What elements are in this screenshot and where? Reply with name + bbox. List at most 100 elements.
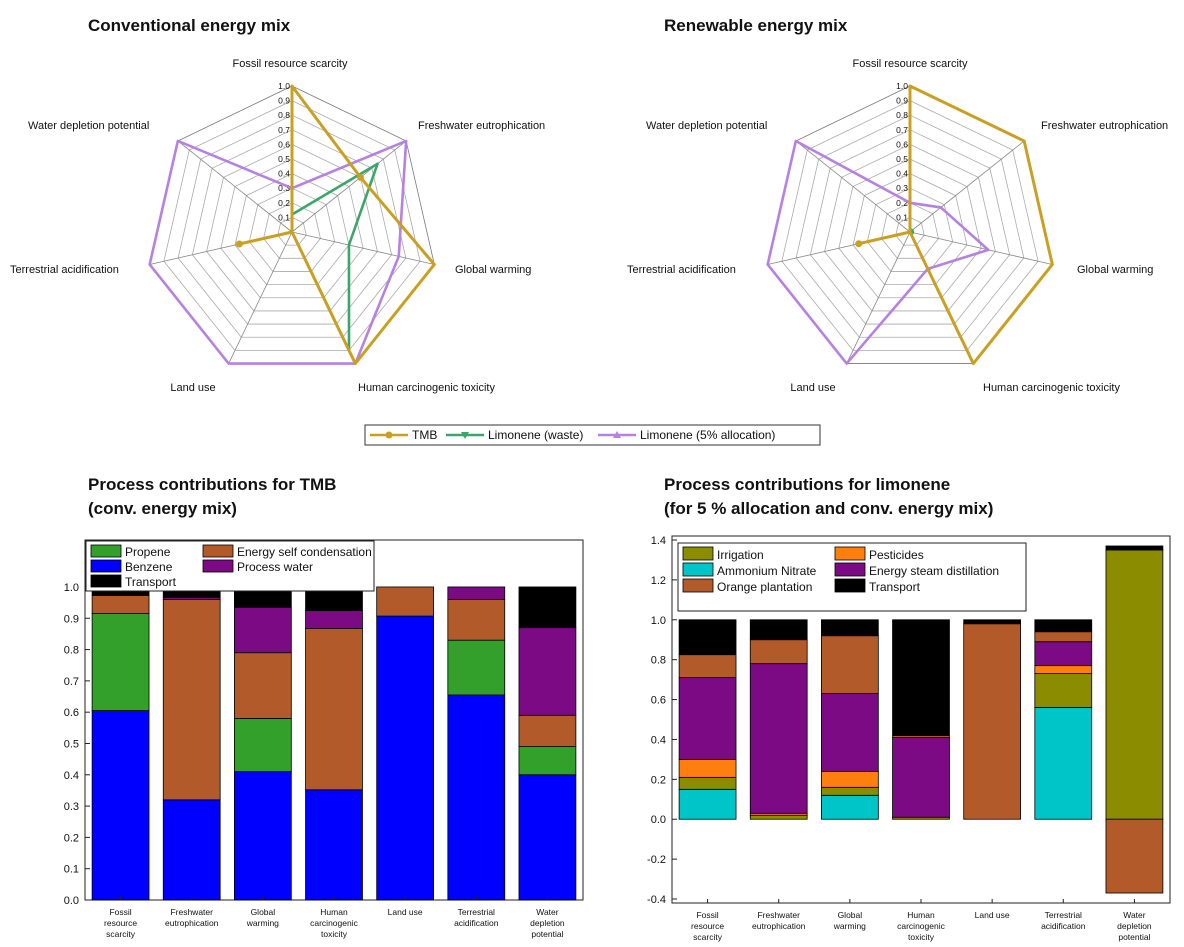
bar-legend-label: Ammonium Nitrate [717,564,817,578]
radar-grid-ring [881,202,939,259]
bar-legend-label: Process water [237,560,313,574]
bar-legend-swatch [202,559,234,573]
y-tick-label: -0.4 [647,894,666,906]
y-tick-label: 0.6 [64,707,79,719]
bar-transport [518,586,577,629]
radar-grid-ring [206,143,378,312]
x-tick-label: resource [691,921,724,931]
radar-tick-label: 0.3 [278,183,290,193]
bar-energy-self-condensation [233,652,292,719]
bar-legend-swatch [682,578,714,593]
bar-energy-self-condensation [376,586,434,617]
radar-conventional: 0.1 0.2 0.3 0.4 0.5 0.6 0.7 0.8 0.9 1.0 Fossil res… [10,58,545,394]
bar-irrigation [821,786,879,796]
radar-axis-label: Human carcinogenic toxicity [358,382,495,394]
radar-grid-ring [781,100,1039,351]
radar-series-limonene-5-allocation- [148,139,408,365]
bar-legend-swatch [202,544,234,558]
y-tick-label: 0.6 [651,695,666,707]
x-tick-label: acidification [1041,921,1086,931]
radar-tick-label: 0.7 [896,125,908,135]
x-tick-label: Freshwater [170,907,213,917]
radar-grid-ring [795,114,1025,338]
x-tick-label: potential [531,929,563,939]
x-tick-label: potential [1118,932,1150,942]
y-tick-label: 0.7 [64,676,79,688]
bar-energy-steam-distillation [892,737,950,818]
bar-process-water [518,627,577,716]
radar-spoke [291,140,407,233]
bar-transport [821,619,879,637]
radar-spoke [177,140,293,233]
radar-grid-ring [177,114,407,338]
bar-ammonium-nitrate [678,788,737,820]
bar-legend-box [677,542,1027,612]
radar-series-tmb [857,84,1054,366]
bar-chart-limonene: -0.4 -0.2 0.0 0.2 0.4 0.6 0.8 1.0 1.2 1.4 Fossilre… [647,535,1171,942]
bar-legend-label: Energy self condensation [237,545,372,559]
x-tick-label: Global [838,910,863,920]
radar-axis-label: Global warming [1077,264,1153,276]
radar-grid-ring [263,202,321,259]
x-tick-label: carcinogenic [897,921,945,931]
radar-axis-label: Fossil resource scarcity [233,58,348,70]
radar-spoke [795,140,911,233]
radar-tick-label: 0.6 [278,139,290,149]
y-tick-label: 0.4 [651,734,666,746]
bar-propene [91,613,150,712]
bar-legend-label: Benzene [125,560,173,574]
radar-tick-label: 0.4 [896,169,908,179]
legend-marker [461,432,469,439]
x-tick-label: Water [1123,910,1146,920]
radar-grid-ring [838,158,982,299]
y-tick-label: -0.2 [647,854,666,866]
y-tick-label: 1.0 [651,615,666,627]
x-tick-label: carcinogenic [310,918,358,928]
bar-orange-plantation [1034,631,1093,643]
bar-transport [963,619,1022,625]
bar-legend-swatch [90,559,122,573]
radar-spoke [909,231,1053,265]
bar-legend-swatch [682,546,714,561]
y-tick-label: 0.5 [64,738,79,750]
bar-benzene [518,774,577,901]
radar-axis-label: Terrestrial acidification [627,264,736,276]
radar-renew-title: Renewable energy mix [664,16,848,35]
bar-pesticides [821,770,879,788]
bar-irrigation [749,814,808,820]
radar-grid-ring [220,158,364,299]
radar-axis-label: Global warming [455,264,531,276]
radar-tick-label: 0.9 [896,96,908,106]
bar-legend-swatch [90,544,122,558]
radar-tick-label: 0.6 [896,139,908,149]
radar-grid-ring [163,100,421,351]
radar-renewable: 0.1 0.2 0.3 0.4 0.5 0.6 0.7 0.8 0.9 1.0 Fossil res… [627,58,1168,394]
x-tick-label: resource [104,918,137,928]
bar-propene [518,746,577,776]
radar-series-limonene-5-allocation- [766,139,990,365]
radar-tick-label: 0.3 [896,183,908,193]
radar-tick-label: 0.5 [278,154,290,164]
y-tick-label: 1.0 [64,582,79,594]
bar-energy-steam-distillation [821,693,879,772]
bar-orange-plantation [749,639,808,665]
y-tick-label: 0.2 [64,832,79,844]
radar-conv-title: Conventional energy mix [88,16,291,35]
bar-legend-swatch [682,562,714,577]
radar-legend: TMB Limonene (waste) Limonene (5% allocati… [364,424,821,446]
bar-legend-label: Transport [869,580,921,594]
bar-orange-plantation [963,623,1022,820]
x-tick-label: Terrestrial [1045,910,1082,920]
bar-transport [749,619,808,641]
x-tick-label: eutrophication [752,921,806,931]
y-tick-label: 0.3 [64,801,79,813]
y-tick-label: 0.0 [651,814,666,826]
y-tick-label: 1.2 [651,575,666,587]
bar-energy-self-condensation [447,599,506,641]
bar-transport [1105,545,1164,551]
radar-grid-ring [191,129,393,325]
legend-marker [385,431,393,439]
x-tick-label: Terrestrial [458,907,495,917]
bar-energy-self-condensation [518,714,577,748]
